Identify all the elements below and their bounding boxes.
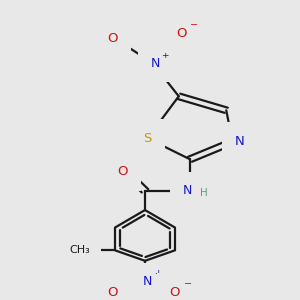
Text: N: N	[150, 56, 160, 70]
Text: N: N	[143, 275, 152, 288]
Text: −: −	[184, 279, 192, 289]
Text: +: +	[161, 50, 169, 59]
Text: +: +	[154, 269, 161, 278]
Text: −: −	[190, 20, 198, 30]
Text: CH₃: CH₃	[70, 245, 90, 255]
Text: S: S	[143, 132, 152, 145]
Text: O: O	[170, 286, 180, 299]
Text: O: O	[107, 286, 118, 299]
Text: O: O	[117, 165, 128, 178]
Text: N: N	[235, 135, 245, 148]
Text: O: O	[176, 27, 187, 40]
Text: H: H	[200, 188, 208, 198]
Text: O: O	[107, 32, 118, 45]
Text: N: N	[183, 184, 192, 197]
